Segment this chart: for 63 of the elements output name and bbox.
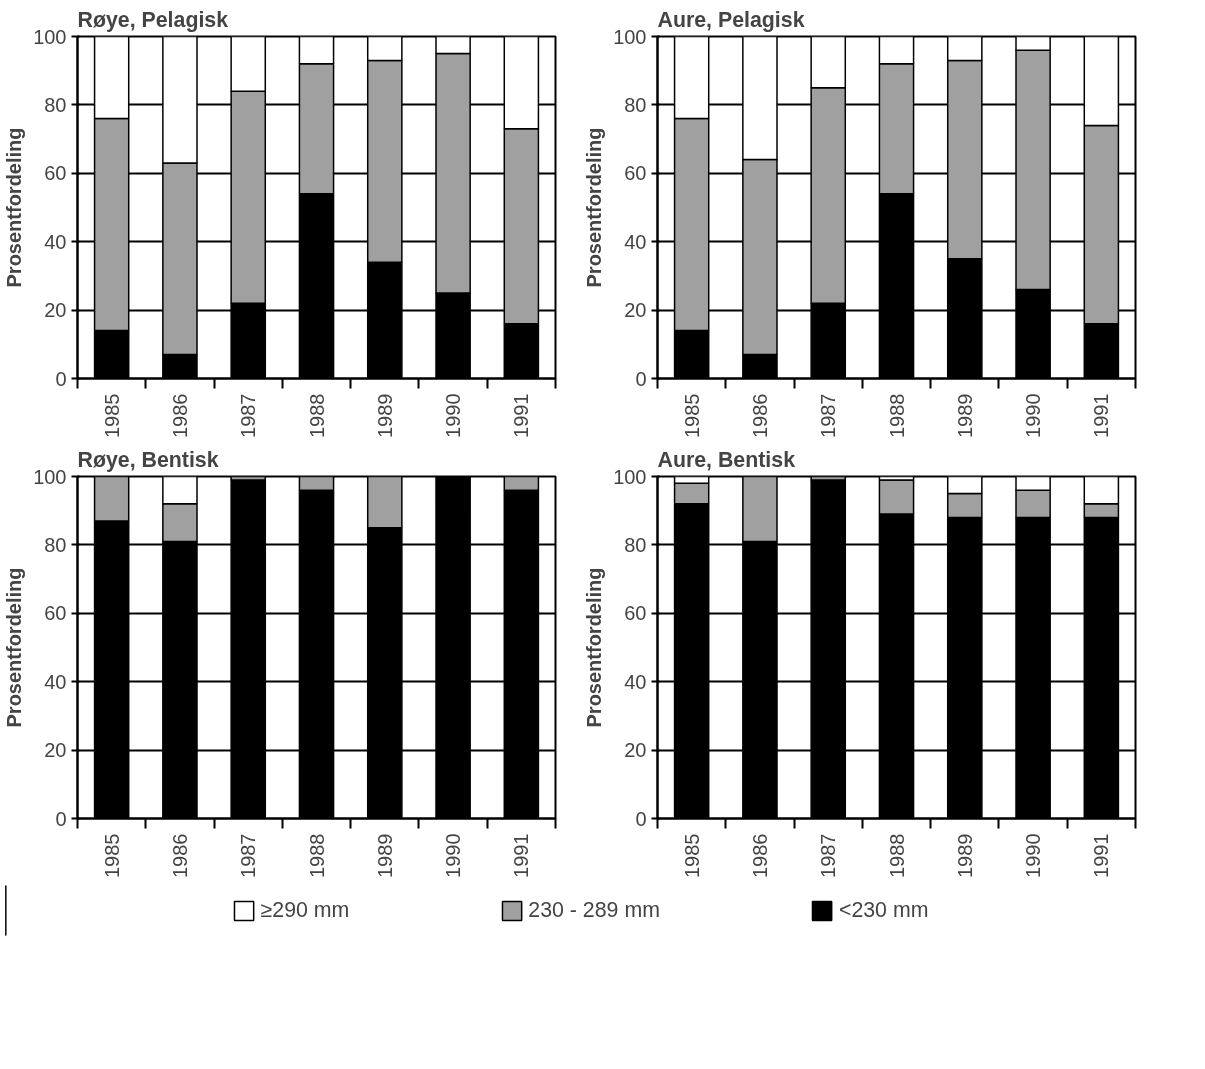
- x-tick-label: 1988: [305, 393, 328, 438]
- x-tick-label: 1989: [953, 833, 976, 878]
- x-tick-label: 1988: [305, 833, 328, 878]
- x-tick-label: 1985: [680, 393, 703, 438]
- x-tick-label: 1985: [100, 393, 123, 438]
- y-axis-title: Prosentfordeling: [583, 127, 606, 288]
- legend-label: <230 mm: [838, 897, 929, 923]
- y-axis-title: Prosentfordeling: [3, 567, 26, 728]
- y-tick-label: 0: [635, 807, 647, 830]
- x-tick-label: 1985: [100, 833, 123, 878]
- x-tick-label: 1986: [168, 833, 191, 878]
- y-tick-label: 0: [55, 807, 67, 830]
- x-tick-label: 1989: [953, 393, 976, 438]
- y-tick-label: 40: [44, 670, 67, 693]
- chart-title: Aure, Bentisk: [657, 447, 796, 472]
- x-tick-label: 1991: [1090, 833, 1113, 878]
- x-tick-label: 1990: [1022, 833, 1045, 878]
- x-tick-label: 1989: [373, 393, 396, 438]
- x-tick-label: 1988: [885, 833, 908, 878]
- x-tick-label: 1991: [1090, 393, 1113, 438]
- x-tick-label: 1987: [237, 393, 260, 438]
- y-tick-label: 60: [44, 602, 67, 625]
- y-tick-label: 40: [624, 230, 647, 253]
- chart-title: Røye, Bentisk: [77, 447, 219, 472]
- y-tick-label: 100: [613, 25, 647, 48]
- chart-title: Aure, Pelagisk: [657, 7, 805, 32]
- y-tick-label: 100: [33, 25, 67, 48]
- x-tick-label: 1991: [510, 393, 533, 438]
- y-tick-label: 100: [33, 465, 67, 488]
- x-tick-label: 1990: [1022, 393, 1045, 438]
- x-tick-label: 1987: [237, 833, 260, 878]
- y-tick-label: 0: [635, 367, 647, 390]
- y-tick-label: 80: [624, 533, 647, 556]
- y-tick-label: 80: [44, 93, 67, 116]
- y-tick-label: 20: [44, 739, 67, 762]
- x-tick-label: 1986: [168, 393, 191, 438]
- chart-title: Røye, Pelagisk: [77, 7, 229, 32]
- x-tick-label: 1989: [373, 833, 396, 878]
- y-tick-label: 80: [44, 533, 67, 556]
- x-tick-label: 1985: [680, 833, 703, 878]
- y-tick-label: 20: [624, 739, 647, 762]
- y-tick-label: 40: [44, 230, 67, 253]
- x-tick-label: 1986: [748, 833, 771, 878]
- y-tick-label: 20: [44, 299, 67, 322]
- x-tick-label: 1991: [510, 833, 533, 878]
- x-tick-label: 1986: [748, 393, 771, 438]
- y-tick-label: 100: [613, 465, 647, 488]
- x-tick-label: 1990: [442, 393, 465, 438]
- y-tick-label: 60: [624, 162, 647, 185]
- y-tick-label: 20: [624, 299, 647, 322]
- y-tick-label: 60: [624, 602, 647, 625]
- legend-label: 230 - 289 mm: [528, 897, 660, 923]
- legend-label: ≥290 mm: [260, 897, 350, 923]
- y-tick-label: 40: [624, 670, 647, 693]
- x-tick-label: 1987: [817, 833, 840, 878]
- y-axis-title: Prosentfordeling: [583, 567, 606, 728]
- x-tick-label: 1988: [885, 393, 908, 438]
- x-tick-label: 1987: [817, 393, 840, 438]
- y-axis-title: Prosentfordeling: [3, 127, 26, 288]
- x-tick-label: 1990: [442, 833, 465, 878]
- y-tick-label: 0: [55, 367, 67, 390]
- y-tick-label: 80: [624, 93, 647, 116]
- y-tick-label: 60: [44, 162, 67, 185]
